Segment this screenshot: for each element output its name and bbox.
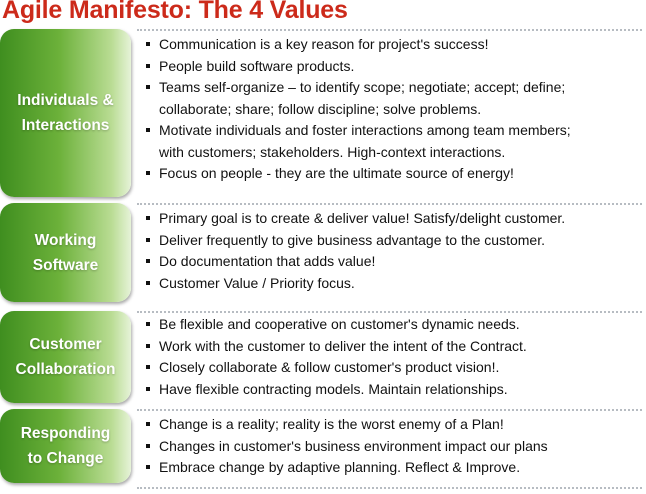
page-title: Agile Manifesto: The 4 Values — [2, 0, 348, 24]
bullet-item: Change is a reality; reality is the wors… — [145, 414, 642, 436]
value-label: Working Software — [32, 231, 99, 274]
bullet-item: Work with the customer to deliver the in… — [145, 336, 642, 358]
bullet-item: Deliver frequently to give business adva… — [145, 230, 642, 252]
value-label-box: Customer Collaboration — [0, 311, 131, 403]
value-label: Responding to Change — [20, 425, 111, 467]
value-points-panel: Be flexible and cooperative on customer'… — [137, 311, 642, 403]
value-row-working-software: Working Software Primary goal is to crea… — [0, 203, 646, 302]
divider — [137, 487, 642, 489]
value-points-panel: Primary goal is to create & deliver valu… — [137, 203, 642, 302]
bullet-item: Teams self-organize – to identify scope;… — [145, 77, 642, 120]
bullet-item: Do documentation that adds value! — [145, 251, 642, 273]
value-points-panel: Communication is a key reason for projec… — [137, 29, 642, 197]
value-label-box: Individuals & Interactions — [0, 29, 131, 197]
bullet-item: Primary goal is to create & deliver valu… — [145, 208, 642, 230]
bullet-item: Communication is a key reason for projec… — [145, 34, 642, 56]
bullet-item: People build software products. — [145, 56, 642, 78]
value-row-responding-to-change: Responding to Change Change is a reality… — [0, 409, 646, 483]
value-points-panel: Change is a reality; reality is the wors… — [137, 409, 642, 483]
bullet-item: Have flexible contracting models. Mainta… — [145, 379, 642, 401]
bullet-item: Changes in customer's business environme… — [145, 436, 642, 458]
bullet-item: Closely collaborate & follow customer's … — [145, 357, 642, 379]
bullet-item: Motivate individuals and foster interact… — [145, 120, 642, 163]
bullet-item: Be flexible and cooperative on customer'… — [145, 314, 642, 336]
value-label-box: Responding to Change — [0, 409, 131, 483]
bullet-item: Focus on people - they are the ultimate … — [145, 163, 642, 185]
value-row-individuals: Individuals & Interactions Communication… — [0, 29, 646, 197]
bullet-item: Embrace change by adaptive planning. Ref… — [145, 457, 642, 479]
value-label-box: Working Software — [0, 203, 131, 302]
value-label: Customer Collaboration — [15, 336, 116, 378]
value-row-customer-collaboration: Customer Collaboration Be flexible and c… — [0, 311, 646, 403]
bullet-item: Customer Value / Priority focus. — [145, 273, 642, 295]
value-label: Individuals & Interactions — [17, 92, 114, 134]
